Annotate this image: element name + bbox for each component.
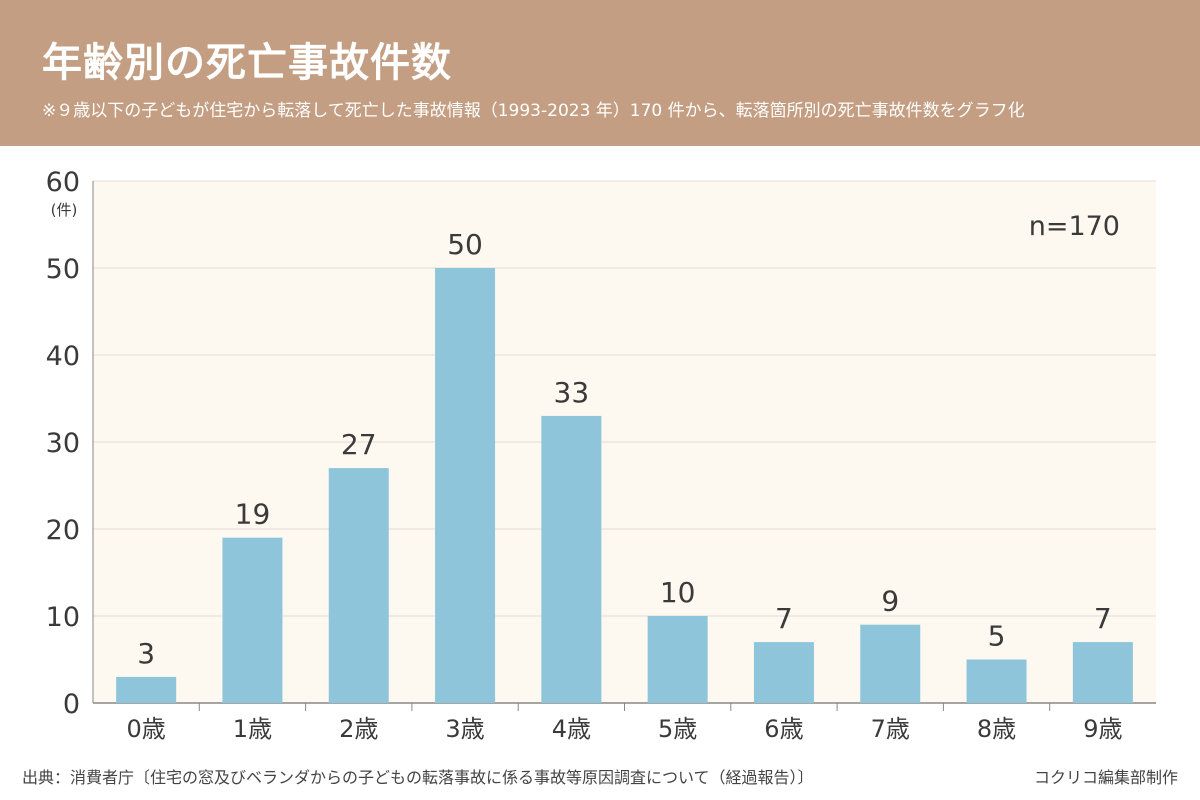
y-axis-unit-label: (件) [51,201,78,219]
x-tick-label: 4歳 [552,715,591,743]
data-label: 33 [554,376,590,409]
bar-0 [116,676,177,703]
data-label: 7 [1094,602,1112,635]
x-tick-label: 2歳 [339,715,378,743]
sample-size-annotation: n=170 [1029,211,1120,242]
x-tick-label: 5歳 [658,715,697,743]
x-tick-label: 9歳 [1083,715,1122,743]
bar-3 [435,268,496,703]
credit-note: コクリコ編集部制作 [1033,768,1178,787]
x-tick-label: 1歳 [233,715,272,743]
x-tick-label: 7歳 [871,715,910,743]
data-label: 9 [881,585,899,618]
data-label: 3 [137,637,155,670]
bar-4 [541,415,602,703]
page-subtitle: ※９歳以下の子どもが住宅から転落して死亡した事故情報（1993-2023 年）1… [42,101,1025,121]
bar-1 [222,537,283,703]
bar-6 [753,642,814,703]
data-label: 19 [235,498,271,531]
bar-9 [1072,642,1133,703]
y-tick-label: 20 [46,515,80,546]
source-note: 出典：消費者庁〔住宅の窓及びベランダからの子どもの転落事故に係る事故等原因調査に… [22,768,814,787]
bar-8 [966,659,1027,703]
y-tick-label: 40 [46,341,80,372]
y-tick-label: 30 [46,428,80,459]
data-label: 7 [775,602,793,635]
bar-2 [328,468,389,703]
y-tick-label: 60 [46,167,80,198]
y-tick-label: 50 [46,254,80,285]
x-tick-label: 6歳 [764,715,803,743]
x-tick-label: 8歳 [977,715,1016,743]
y-tick-label: 0 [63,689,80,720]
data-label: 50 [447,228,483,261]
y-tick-label: 10 [46,602,80,633]
data-label: 5 [988,620,1006,653]
x-tick-label: 0歳 [127,715,166,743]
bar-5 [647,616,708,703]
page-title: 年齢別の死亡事故件数 [42,40,452,86]
x-tick-label: 3歳 [445,715,484,743]
data-label: 10 [660,576,696,609]
header-banner: 年齢別の死亡事故件数 ※９歳以下の子どもが住宅から転落して死亡した事故情報（19… [0,0,1200,146]
bar-7 [860,624,921,703]
data-label: 27 [341,428,377,461]
